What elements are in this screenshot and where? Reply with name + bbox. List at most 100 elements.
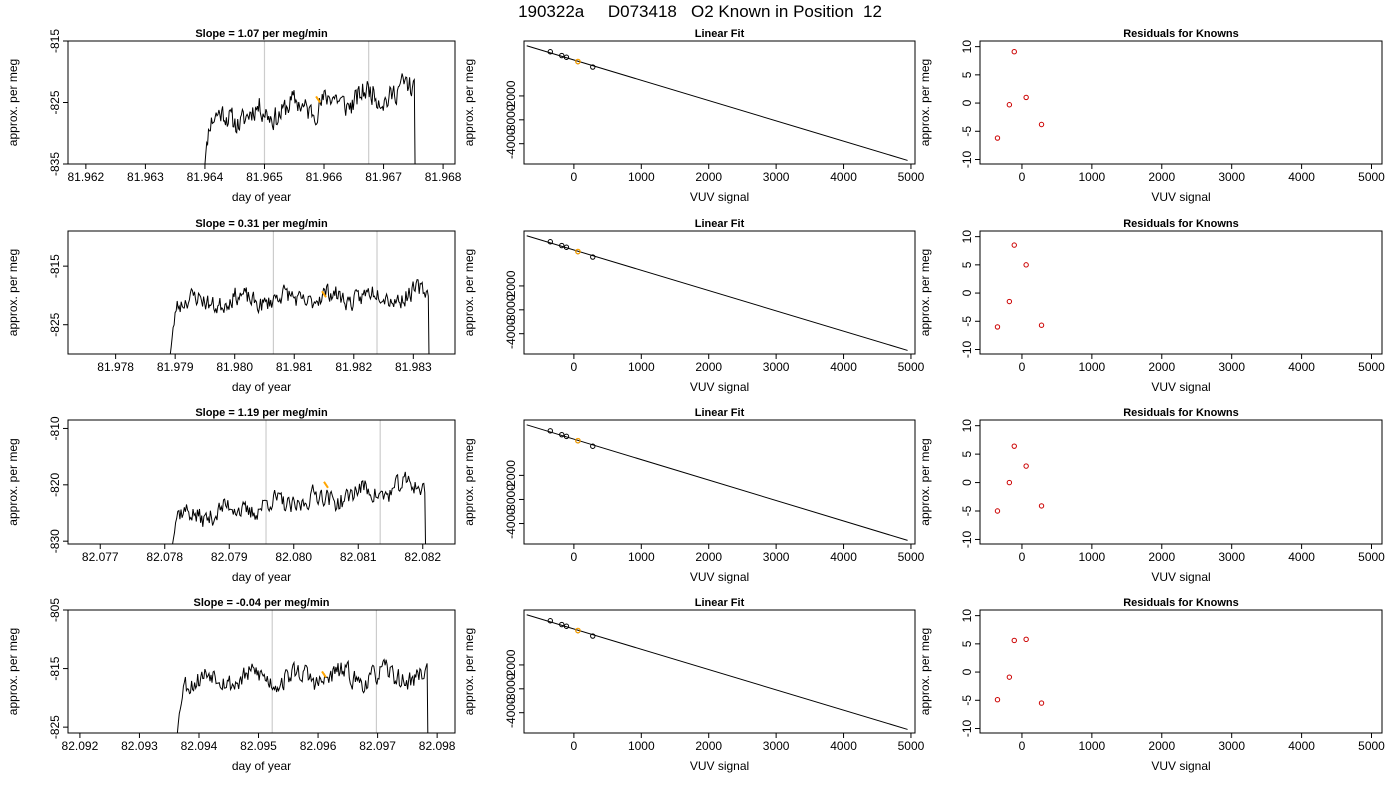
plot-frame xyxy=(67,609,456,734)
y-tick-label: -10 xyxy=(960,719,974,737)
x-tick-label: 81.983 xyxy=(395,360,432,374)
x-tick-label: 1000 xyxy=(628,170,655,184)
y-tick-label: -810 xyxy=(48,416,62,440)
residual-point xyxy=(1038,503,1045,509)
panel-title: Slope = 1.07 per meg/min xyxy=(195,28,328,40)
linear-fit-row4: Linear Fit 0 1000 2000 3000 4000 5000 -2000-300… xyxy=(462,597,925,773)
y-tick-label: -10 xyxy=(960,530,974,548)
panel-title: Residuals for Knowns xyxy=(1123,597,1239,609)
residual-point xyxy=(1038,322,1045,328)
x-tick-label: 81.968 xyxy=(425,170,462,184)
y-tick-label: -5 xyxy=(960,316,974,327)
plot-frame xyxy=(523,419,916,545)
y-axis-label: approx. per meg xyxy=(6,59,20,146)
y-tick-label: -2000 xyxy=(504,80,518,111)
y-tick-label: -4000 xyxy=(504,697,518,728)
known-mean-marker xyxy=(323,481,329,489)
plot-frame xyxy=(523,609,916,734)
y-tick-label: -2000 xyxy=(504,649,518,680)
y-tick-label: -805 xyxy=(48,598,62,622)
plot-frame xyxy=(523,40,916,165)
residual-point xyxy=(1023,262,1029,268)
highlight-point xyxy=(575,437,581,444)
x-tick-label: 4000 xyxy=(830,550,857,564)
x-tick-label: 5000 xyxy=(1358,550,1385,564)
panel-title: Residuals for Knowns xyxy=(1123,407,1239,419)
y-axis-label: approx. per meg xyxy=(462,59,476,146)
plot-frame xyxy=(67,230,456,355)
known-mean-marker xyxy=(321,290,327,298)
data-point xyxy=(563,54,570,60)
residual-point xyxy=(1011,49,1017,55)
y-tick-label: 10 xyxy=(960,419,974,433)
x-tick-label: 81.981 xyxy=(276,360,313,374)
residual-point xyxy=(1038,121,1045,128)
x-axis-label: VUV signal xyxy=(690,570,749,584)
x-tick-label: 81.980 xyxy=(216,360,253,374)
x-tick-label: 3000 xyxy=(763,170,790,184)
x-tick-label: 81.979 xyxy=(157,360,194,374)
x-tick-label: 1000 xyxy=(1079,739,1106,753)
x-tick-label: 5000 xyxy=(1358,739,1385,753)
x-tick-label: 5000 xyxy=(898,170,925,184)
linear-fit-row2: Linear Fit 0 1000 2000 3000 4000 5000 -2000-300… xyxy=(462,218,925,394)
x-tick-label: 3000 xyxy=(763,739,790,753)
x-axis-label: day of year xyxy=(232,190,291,204)
residual-point xyxy=(1006,479,1013,486)
x-tick-label: 1000 xyxy=(628,739,655,753)
data-point xyxy=(559,242,565,249)
plot-area xyxy=(994,49,1045,141)
x-tick-label: 2000 xyxy=(1148,550,1175,564)
y-tick-label: 0 xyxy=(960,668,974,675)
plot-area xyxy=(994,443,1045,514)
data-point xyxy=(559,52,565,59)
linear-fit-row3: Linear Fit 0 1000 2000 3000 4000 5000 -2000-300… xyxy=(462,407,925,584)
y-axis-label: approx. per meg xyxy=(462,249,476,336)
x-tick-label: 82.097 xyxy=(359,739,396,753)
x-tick-label: 5000 xyxy=(898,360,925,374)
linear-fit-row1: Linear Fit 0 1000 2000 3000 4000 5000 -2000-300… xyxy=(462,28,925,204)
residual-point xyxy=(1038,700,1045,706)
x-axis-label: VUV signal xyxy=(1151,759,1210,773)
data-point xyxy=(590,633,596,639)
data-point xyxy=(590,64,596,70)
panel-title: Linear Fit xyxy=(695,28,745,40)
residual-point xyxy=(1023,94,1029,101)
y-axis-label: approx. per meg xyxy=(918,59,932,146)
x-tick-label: 82.082 xyxy=(404,550,441,564)
y-axis-label: approx. per meg xyxy=(918,438,932,525)
x-tick-label: 81.964 xyxy=(187,170,224,184)
residual-point xyxy=(1011,443,1017,449)
data-point xyxy=(547,428,553,434)
x-axis-label: VUV signal xyxy=(1151,570,1210,584)
highlight-point xyxy=(575,248,581,255)
panel-title: Residuals for Knowns xyxy=(1123,28,1239,40)
y-tick-label: -825 xyxy=(48,312,62,336)
y-tick-label: -10 xyxy=(960,340,974,358)
residual-point xyxy=(994,135,1001,141)
x-tick-label: 4000 xyxy=(1288,360,1315,374)
time-series-row3: Slope = 1.19 per meg/min 82.077 82.078 82.0… xyxy=(6,407,456,584)
plot-area xyxy=(994,242,1045,330)
y-tick-label: -835 xyxy=(48,152,62,176)
x-tick-label: 82.098 xyxy=(419,739,456,753)
time-series-line xyxy=(172,471,427,544)
y-tick-label: -4000 xyxy=(504,128,518,159)
x-axis-label: day of year xyxy=(232,759,291,773)
time-series-row1: Slope = 1.07 per meg/min 81.962 81.963 81.9… xyxy=(6,28,462,204)
x-tick-label: 5000 xyxy=(898,739,925,753)
x-axis-label: VUV signal xyxy=(1151,380,1210,394)
y-tick-label: -10 xyxy=(960,150,974,168)
known-mean-marker xyxy=(315,95,321,103)
plot-area xyxy=(526,235,908,351)
x-tick-label: 1000 xyxy=(1079,360,1106,374)
y-tick-label: 5 xyxy=(960,450,974,457)
x-tick-label: 82.081 xyxy=(340,550,377,564)
y-tick-label: -2000 xyxy=(504,270,518,301)
panel-title: Linear Fit xyxy=(695,407,745,419)
panel-title: Linear Fit xyxy=(695,597,745,609)
residual-point xyxy=(1011,242,1017,248)
residuals-row1: Residuals for Knowns 0 1000 2000 3000 4000 500… xyxy=(918,28,1385,204)
residual-point xyxy=(994,324,1001,330)
x-tick-label: 3000 xyxy=(1218,550,1245,564)
